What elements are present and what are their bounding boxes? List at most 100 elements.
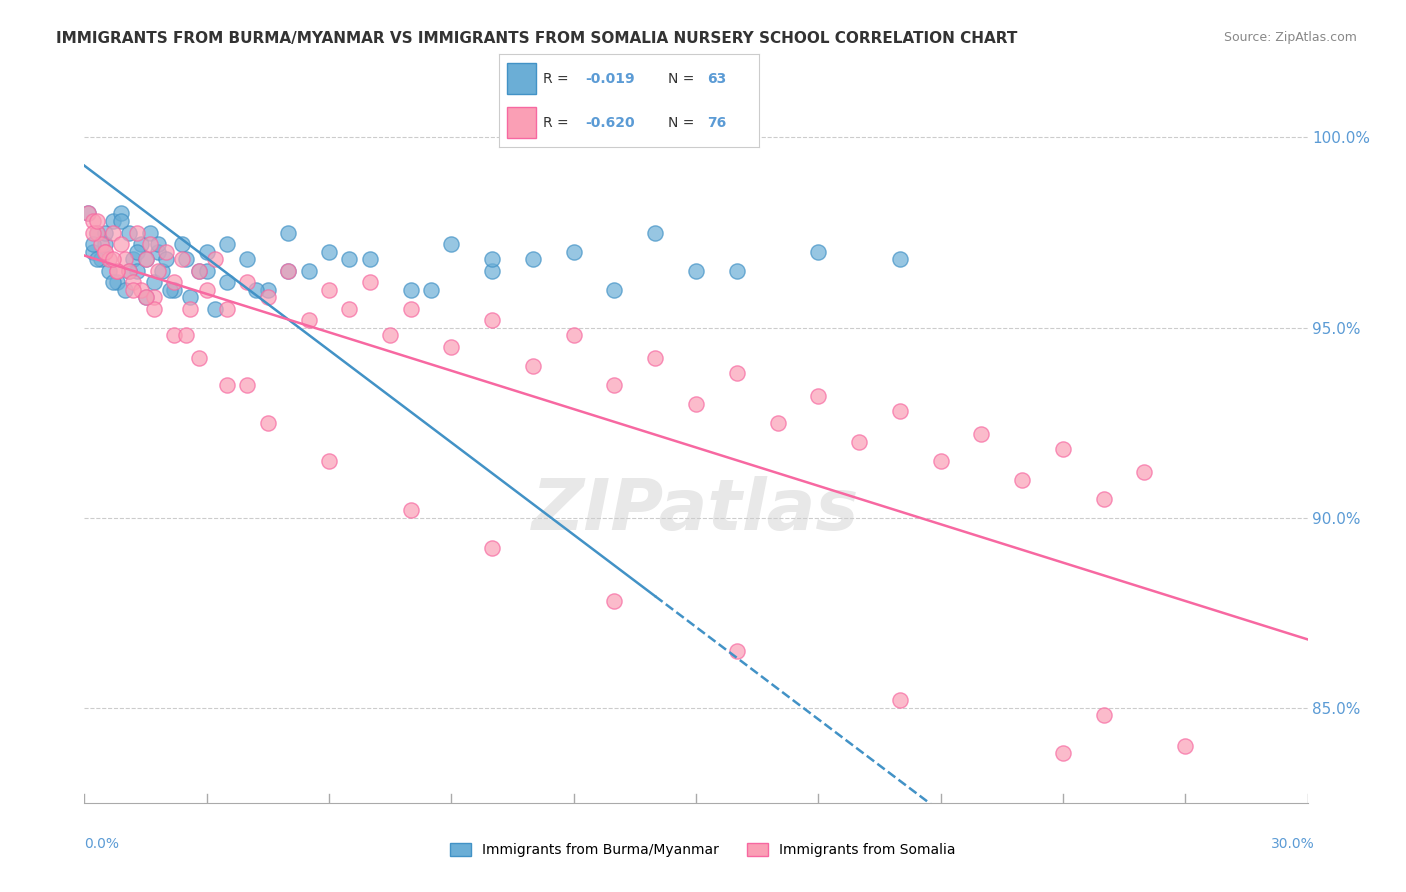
Point [603, 377, 626, 392]
Point [277, 263, 299, 277]
Point [82, 236, 104, 251]
Point [277, 263, 299, 277]
Point [257, 283, 280, 297]
Point [685, 396, 707, 410]
Point [440, 340, 463, 354]
Point [163, 275, 186, 289]
Bar [508, 107, 536, 138]
Point [217, 301, 239, 316]
Point [889, 693, 911, 707]
Point [187, 263, 209, 277]
Point [93, 244, 117, 259]
Point [138, 236, 160, 251]
Point [93, 236, 117, 251]
Point [359, 252, 381, 266]
Point [127, 226, 149, 240]
Point [105, 263, 128, 277]
Point [118, 263, 141, 277]
Point [163, 283, 186, 297]
Point [122, 275, 145, 289]
Point [179, 301, 201, 316]
Point [77, 206, 100, 220]
Point [97, 252, 120, 266]
Point [93, 226, 117, 240]
Point [1011, 473, 1033, 487]
Point [685, 263, 707, 277]
Point [122, 252, 145, 266]
Point [86, 214, 108, 228]
Point [142, 301, 165, 316]
Point [101, 226, 124, 240]
Point [97, 263, 120, 277]
Point [236, 275, 259, 289]
Point [195, 283, 218, 297]
Point [131, 283, 153, 297]
Point [187, 351, 209, 365]
Point [114, 252, 136, 266]
Point [146, 236, 169, 251]
Point [127, 244, 149, 259]
Point [82, 226, 104, 240]
Text: -0.620: -0.620 [585, 116, 634, 130]
Point [179, 290, 201, 304]
Point [110, 236, 132, 251]
Point [122, 283, 145, 297]
Point [1092, 708, 1115, 723]
Point [481, 313, 503, 327]
Text: Source: ZipAtlas.com: Source: ZipAtlas.com [1223, 31, 1357, 45]
Point [142, 275, 165, 289]
Point [172, 252, 194, 266]
Point [522, 252, 544, 266]
Point [150, 263, 173, 277]
Point [399, 503, 422, 517]
Point [195, 244, 218, 259]
Point [359, 275, 381, 289]
Point [110, 206, 132, 220]
Point [195, 263, 218, 277]
Point [101, 252, 124, 266]
Point [481, 541, 503, 555]
Point [86, 252, 108, 266]
Point [127, 263, 149, 277]
Point [603, 594, 626, 608]
Point [644, 226, 666, 240]
Point [257, 290, 280, 304]
Point [562, 328, 585, 343]
Point [135, 290, 157, 304]
Point [807, 389, 830, 403]
Point [142, 290, 165, 304]
Point [105, 275, 128, 289]
Text: R =: R = [543, 72, 574, 86]
Point [82, 244, 104, 259]
Point [114, 283, 136, 297]
Point [146, 263, 169, 277]
Point [172, 236, 194, 251]
Point [522, 359, 544, 373]
Point [1052, 442, 1074, 457]
Point [1133, 465, 1156, 479]
Point [481, 263, 503, 277]
Point [481, 252, 503, 266]
Point [204, 301, 226, 316]
Point [187, 263, 209, 277]
Point [101, 275, 124, 289]
Point [204, 252, 226, 266]
Point [131, 236, 153, 251]
Point [807, 244, 830, 259]
Text: 76: 76 [707, 116, 727, 130]
Point [298, 313, 321, 327]
Point [236, 377, 259, 392]
Point [766, 416, 789, 430]
Point [1052, 747, 1074, 761]
Point [155, 244, 177, 259]
Legend: Immigrants from Burma/Myanmar, Immigrants from Somalia: Immigrants from Burma/Myanmar, Immigrant… [444, 838, 962, 863]
Point [90, 236, 112, 251]
Point [420, 283, 443, 297]
Point [603, 283, 626, 297]
Text: -0.019: -0.019 [585, 72, 634, 86]
Text: N =: N = [668, 116, 699, 130]
Text: 63: 63 [707, 72, 727, 86]
Point [236, 252, 259, 266]
Point [298, 263, 321, 277]
Point [135, 252, 157, 266]
